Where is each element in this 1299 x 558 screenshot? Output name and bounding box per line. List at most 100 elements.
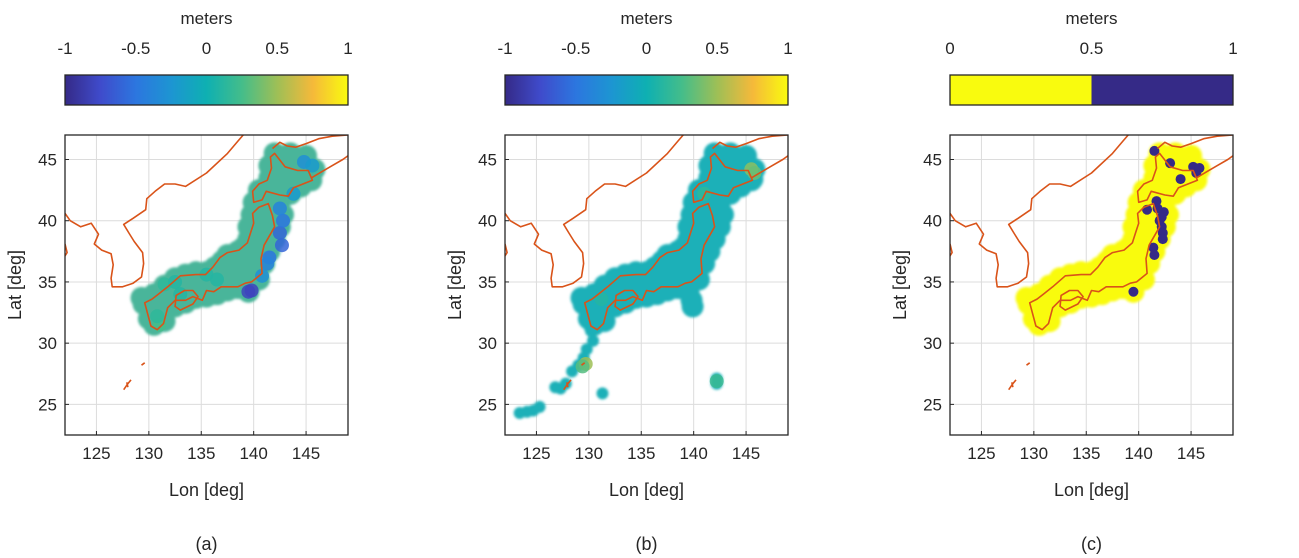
y-tick-label: 45 xyxy=(923,150,942,169)
x-tick-label: 140 xyxy=(239,444,267,463)
y-axis-label: Lat [deg] xyxy=(5,250,25,320)
coastline xyxy=(711,135,788,150)
colorbar-tick-label: 1 xyxy=(783,39,792,58)
x-tick-label: 140 xyxy=(1124,444,1152,463)
coastline xyxy=(143,202,276,331)
colorbar-gradient xyxy=(505,75,788,105)
colorbar-tick-label: 0 xyxy=(642,39,651,58)
colorbar-tick-label: 0.5 xyxy=(705,39,729,58)
data-point xyxy=(279,154,302,177)
data-point xyxy=(1165,158,1176,169)
data-point xyxy=(681,295,704,318)
data-point xyxy=(1085,264,1108,287)
data-point xyxy=(1175,174,1186,185)
coastline xyxy=(566,382,569,388)
colorbar-tick-label: 0.5 xyxy=(265,39,289,58)
data-point xyxy=(594,292,609,307)
coastline xyxy=(950,135,1129,288)
panel-label: (a) xyxy=(196,534,218,554)
y-tick-label: 35 xyxy=(923,273,942,292)
data-point xyxy=(179,270,202,293)
data-point xyxy=(272,225,287,240)
x-tick-label: 145 xyxy=(292,444,320,463)
coastline xyxy=(310,155,348,179)
y-axis-label: Lat [deg] xyxy=(445,250,465,320)
coastline xyxy=(691,152,754,204)
colorbar-tick-label: -1 xyxy=(497,39,512,58)
y-tick-label: 45 xyxy=(38,150,57,169)
data-point xyxy=(157,277,172,292)
coastline xyxy=(1136,152,1199,204)
colorbar-tick-label: 1 xyxy=(1228,39,1237,58)
coastline xyxy=(141,362,146,366)
data-point xyxy=(1149,145,1160,156)
coastline xyxy=(174,289,199,311)
data-point xyxy=(244,283,259,298)
panel-1: meters -1 -0.5 0 0.5 1 125 130 135 140 145 25 30 35 40… xyxy=(5,9,353,554)
colorbar-tick-label: 1 xyxy=(343,39,352,58)
coastline xyxy=(505,135,684,288)
y-tick-label: 25 xyxy=(923,395,942,414)
colorbar-tick-label: -0.5 xyxy=(561,39,590,58)
data-point xyxy=(1064,270,1087,293)
coastline xyxy=(614,289,639,311)
y-tick-label: 45 xyxy=(478,150,497,169)
x-tick-label: 130 xyxy=(1020,444,1048,463)
y-tick-label: 35 xyxy=(478,273,497,292)
data-point xyxy=(274,238,289,253)
coastline xyxy=(1026,362,1031,366)
colorbar-tick-label: 0.5 xyxy=(1080,39,1104,58)
y-tick-label: 25 xyxy=(478,395,497,414)
data-point xyxy=(575,359,590,374)
data-point xyxy=(1156,212,1167,223)
coastline xyxy=(1028,202,1161,331)
data-point xyxy=(260,256,275,271)
panel-label: (c) xyxy=(1081,534,1102,554)
coastline xyxy=(126,382,129,388)
x-tick-label: 145 xyxy=(1177,444,1205,463)
x-tick-label: 125 xyxy=(82,444,110,463)
x-tick-label: 140 xyxy=(679,444,707,463)
data-point xyxy=(255,268,270,283)
y-tick-label: 40 xyxy=(923,212,942,231)
data-point xyxy=(1148,242,1159,253)
x-tick-label: 135 xyxy=(1072,444,1100,463)
x-tick-label: 130 xyxy=(575,444,603,463)
data-point xyxy=(619,270,642,293)
data-point xyxy=(566,365,579,378)
data-point xyxy=(150,309,165,324)
data-point xyxy=(709,374,724,389)
x-tick-label: 135 xyxy=(627,444,655,463)
x-tick-label: 135 xyxy=(187,444,215,463)
data-point xyxy=(168,274,183,289)
coastline xyxy=(750,155,788,179)
x-axis-label: Lon [deg] xyxy=(169,480,244,500)
coastline xyxy=(65,135,244,288)
coverage-layer xyxy=(513,142,766,419)
colorbar-title: meters xyxy=(621,9,673,28)
data-point xyxy=(1157,234,1168,245)
y-tick-label: 30 xyxy=(923,334,942,353)
colorbar-tick-label: -1 xyxy=(57,39,72,58)
x-axis-label: Lon [deg] xyxy=(609,480,684,500)
data-point xyxy=(596,387,609,400)
x-tick-label: 125 xyxy=(522,444,550,463)
colorbar-frame xyxy=(504,74,789,106)
colorbar-segment-yellow xyxy=(950,75,1092,105)
coastline xyxy=(1195,155,1233,179)
coastline xyxy=(583,202,716,331)
axes-frame xyxy=(504,134,789,436)
colorbar-gradient xyxy=(65,75,348,105)
colorbar-tick-label: 0 xyxy=(202,39,211,58)
data-point xyxy=(1149,250,1160,260)
colorbar-tick-label: -0.5 xyxy=(121,39,150,58)
colorbar-segment-blue xyxy=(1091,75,1233,105)
coastline xyxy=(1011,382,1014,388)
data-point xyxy=(719,154,742,177)
data-point xyxy=(209,272,224,287)
colorbar-tick-label: 0 xyxy=(945,39,954,58)
y-tick-label: 40 xyxy=(478,212,497,231)
data-point xyxy=(1128,286,1139,297)
data-point xyxy=(148,289,171,312)
